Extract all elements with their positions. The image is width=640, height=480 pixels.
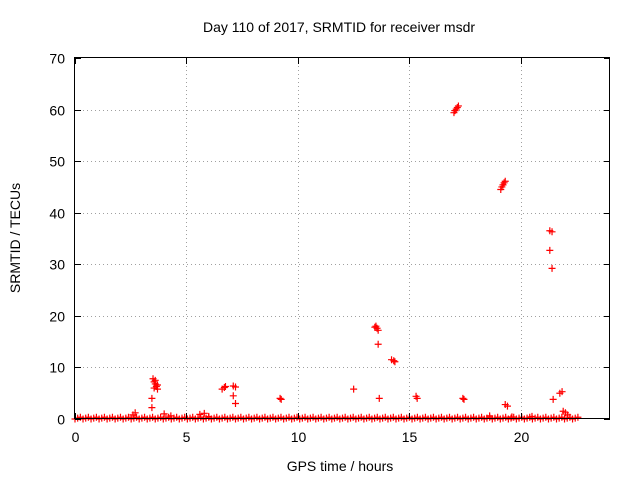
data-point [277, 395, 285, 403]
grid [75, 58, 610, 419]
y-tick-label: 40 [49, 206, 65, 222]
data-point [374, 340, 382, 348]
data-point [574, 413, 582, 421]
x-axis-label: GPS time / hours [287, 458, 394, 474]
x-tick-label: 5 [183, 429, 191, 445]
x-tick-label: 10 [291, 429, 307, 445]
plot-frame [74, 57, 610, 419]
data-point [153, 381, 161, 389]
data-point [131, 409, 139, 417]
data-point [196, 410, 204, 418]
data-point [501, 177, 509, 185]
data-point [500, 179, 508, 187]
data-point [220, 384, 228, 392]
data-point [549, 395, 557, 403]
data-point [232, 383, 239, 391]
data-point [503, 402, 511, 410]
x-tick-label: 20 [514, 429, 530, 445]
data-point [548, 228, 556, 236]
data-point [390, 357, 398, 365]
data-point [546, 246, 554, 254]
y-tick-label: 60 [49, 103, 65, 119]
data-point [151, 376, 159, 384]
y-axis-label: SRMTID / TECUs [7, 183, 23, 293]
data-point [375, 394, 383, 402]
data-point [374, 326, 382, 334]
data-point [460, 395, 468, 403]
x-tick-label: 0 [72, 429, 80, 445]
data-point [148, 394, 156, 402]
data-point [150, 384, 158, 392]
data-points [71, 102, 582, 423]
data-point [371, 323, 379, 331]
y-tick-label: 0 [57, 412, 65, 428]
y-tick-label: 30 [49, 257, 65, 273]
data-point [454, 102, 462, 110]
data-point [548, 264, 556, 272]
data-point [558, 388, 566, 396]
y-tick-label: 70 [49, 51, 65, 67]
data-point [276, 394, 284, 402]
data-point [200, 409, 208, 417]
data-point [564, 411, 572, 419]
y-tick-label: 50 [49, 154, 65, 170]
data-point [453, 104, 461, 112]
x-tick-label: 15 [402, 429, 418, 445]
y-tick-label: 10 [49, 360, 65, 376]
data-point [508, 413, 516, 421]
data-point [160, 410, 168, 418]
data-point [459, 394, 467, 402]
data-point [413, 394, 421, 402]
data-point [229, 392, 237, 400]
data-point [232, 400, 239, 408]
axes: 0 5 10 15 20 0 10 20 30 40 50 60 70 [49, 51, 610, 445]
y-tick-label: 20 [49, 309, 65, 325]
data-point [350, 385, 358, 393]
data-point [148, 404, 156, 412]
data-point [221, 383, 229, 391]
chart-title: Day 110 of 2017, SRMTID for receiver msd… [203, 19, 475, 35]
data-point [391, 358, 399, 366]
